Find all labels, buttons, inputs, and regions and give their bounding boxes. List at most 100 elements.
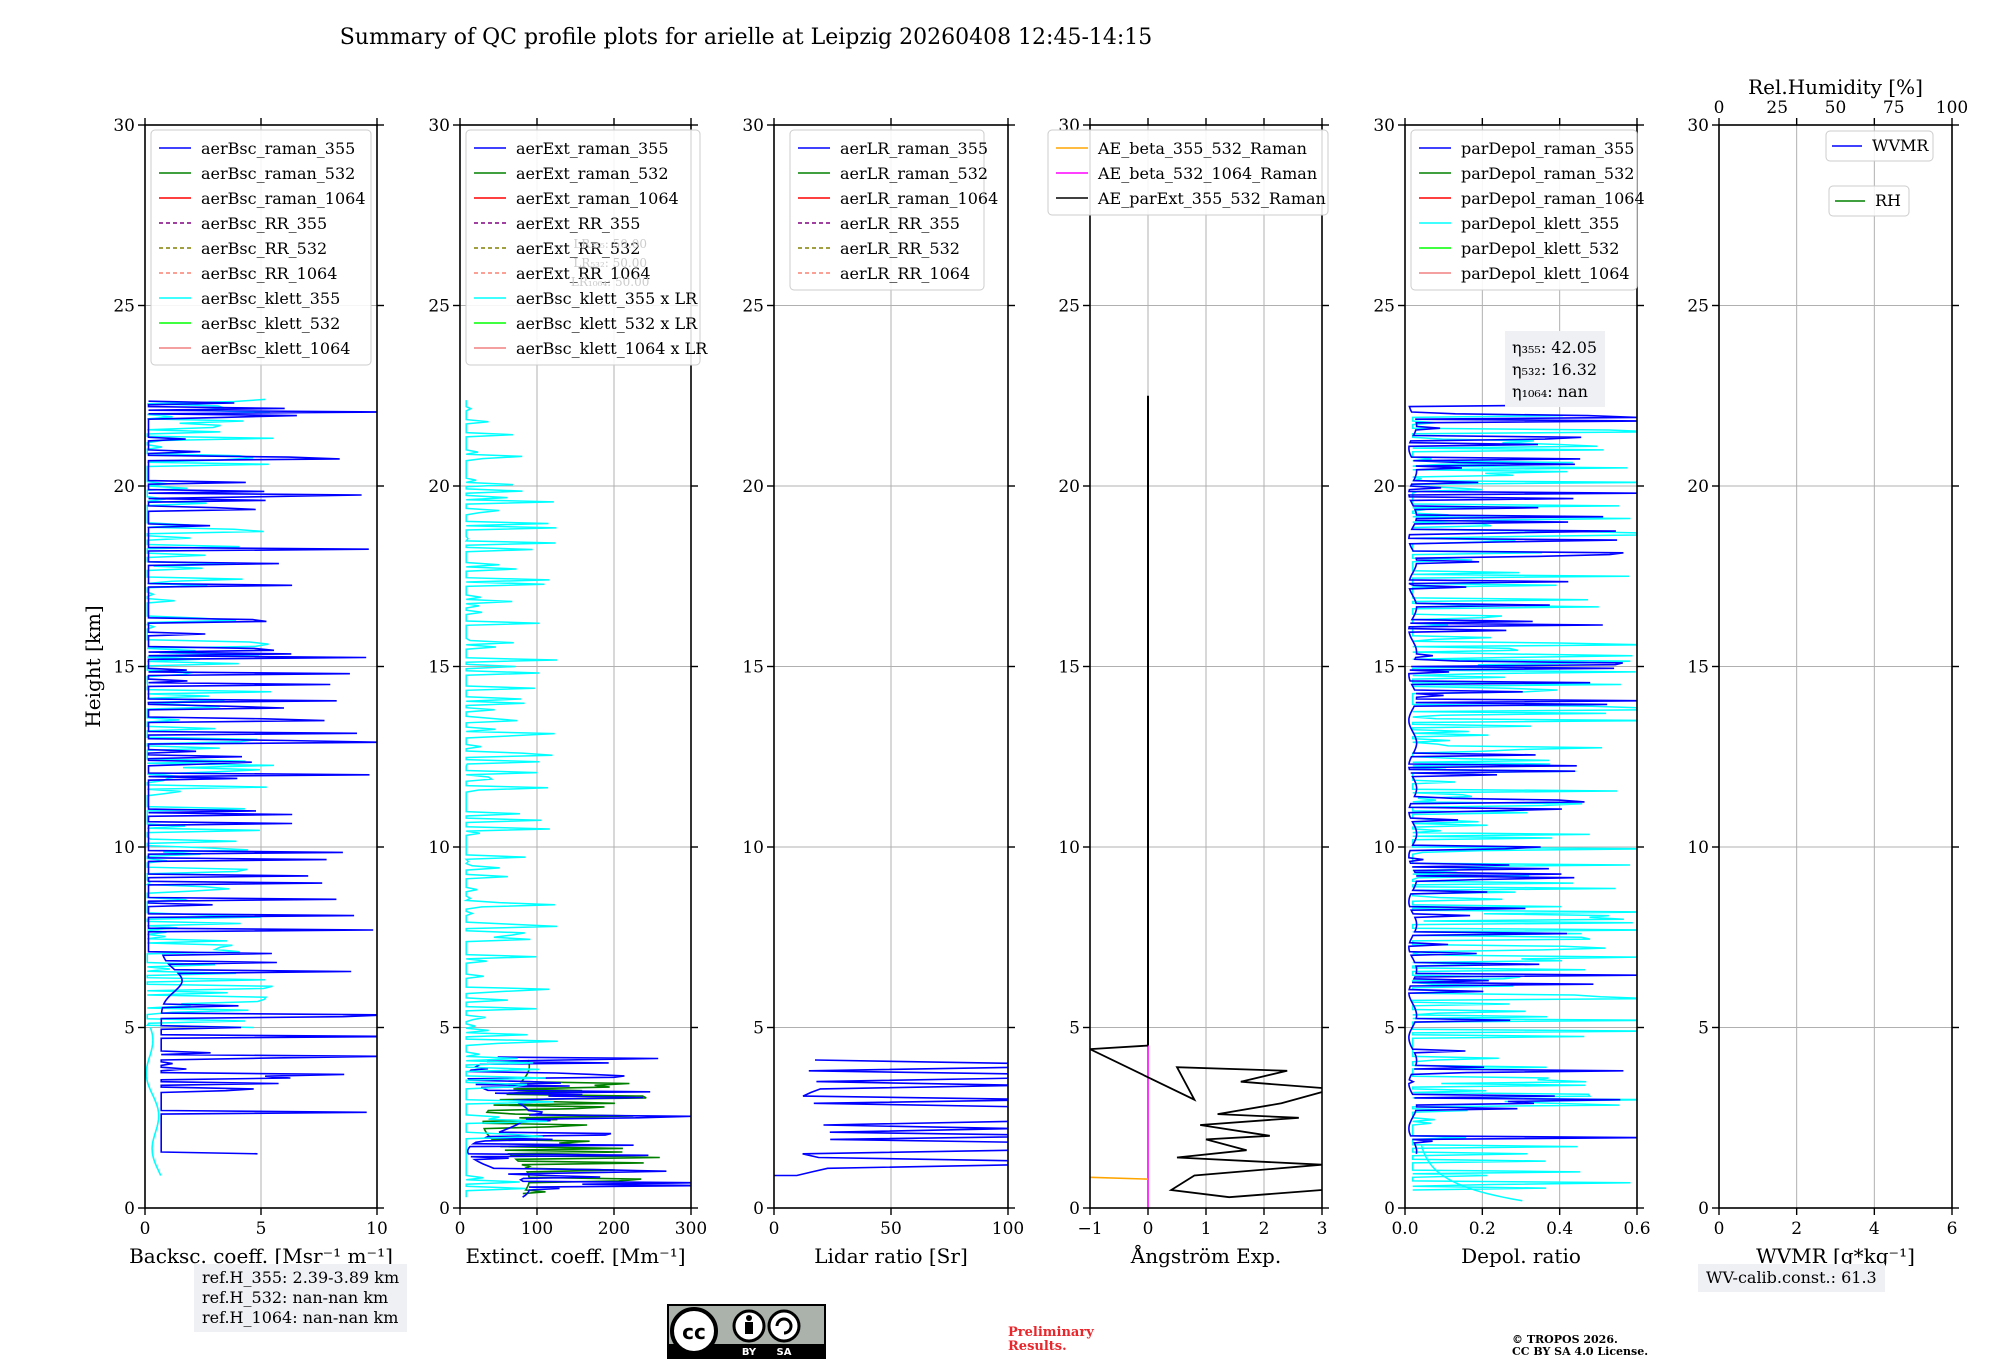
x-tick-label: 6 [1947, 1219, 1958, 1239]
legend-label: aerLR_RR_532 [840, 239, 960, 258]
x-tick-label: 0 [1714, 1219, 1725, 1239]
y-tick-label: 25 [1373, 297, 1395, 317]
y-tick-label: 15 [742, 658, 764, 678]
y-tick-label: 30 [1373, 116, 1395, 136]
eta-label: η₁₀₆₄: nan [1512, 382, 1588, 401]
eta-label: η₃₅₅: 42.05 [1512, 338, 1597, 357]
x-tick-label: 0.0 [1391, 1219, 1418, 1239]
y-tick-label: 15 [113, 658, 135, 678]
legend-box [1410, 129, 1638, 291]
legend-label: aerExt_RR_1064 [516, 264, 651, 283]
y-tick-label: 5 [1698, 1019, 1709, 1039]
legend-label: aerLR_raman_355 [840, 139, 988, 158]
ref-height-1064: ref.H_1064: nan-nan km [202, 1308, 399, 1327]
legend-label: parDepol_klett_532 [1461, 239, 1619, 258]
y-tick-label: 30 [1687, 116, 1709, 136]
legend-label: aerExt_raman_355 [516, 139, 669, 158]
legend-label: aerBsc_klett_355 [201, 289, 340, 308]
panel-dep: 0.0 0.2 0.4 0.6 0 5 10 15 20 25 30 Depol. ratio parD… [1373, 116, 1650, 1268]
x-axis-label: Depol. ratio [1461, 1244, 1581, 1268]
y-tick-label: 0 [1698, 1199, 1709, 1219]
legend: aerExt_raman_355 aerExt_raman_532 aerExt_r… [465, 129, 708, 366]
x-tick-label: 10 [366, 1219, 388, 1239]
copyright-line-1: © TROPOS 2026. [1512, 1333, 1618, 1346]
x-top-tick-label: 25 [1766, 98, 1788, 118]
legend: parDepol_raman_355 parDepol_raman_532 parD… [1410, 129, 1645, 291]
preliminary-line-1: Preliminary [1008, 1325, 1094, 1340]
y-tick-label: 5 [124, 1019, 135, 1039]
legend: aerLR_raman_355 aerLR_raman_532 aerLR_rama… [789, 129, 998, 291]
y-tick-label: 25 [742, 297, 764, 317]
wv-calib-box: WV-calib.const.: 61.3 [1698, 1264, 1885, 1292]
raman-355-bsc [147, 400, 377, 1155]
x-axis-label: Lidar ratio [Sr] [814, 1244, 968, 1268]
raman-355-lr [774, 1059, 1008, 1177]
series-group [463, 400, 691, 1198]
series-group [1407, 404, 1637, 1202]
legend-label: parDepol_klett_355 [1461, 214, 1619, 233]
x-tick-label: 100 [992, 1219, 1024, 1239]
y-tick-label: 15 [428, 658, 450, 678]
legend-label: AE_beta_355_532_Raman [1097, 139, 1307, 158]
legend-label: aerBsc_RR_355 [201, 214, 327, 233]
klett-355-bsc-low [145, 1027, 162, 1176]
legend-label: AE_beta_532_1064_Raman [1097, 164, 1317, 183]
y-tick-label: 5 [753, 1019, 764, 1039]
legend-label: aerLR_raman_1064 [840, 189, 998, 208]
x-tick-label: 200 [598, 1219, 630, 1239]
legend-label: AE_parExt_355_532_Raman [1097, 189, 1326, 208]
cc-by-label: BY [742, 1347, 757, 1358]
y-tick-label: 0 [753, 1199, 764, 1219]
raman-355-ext [466, 1056, 691, 1198]
y-tick-label: 5 [439, 1019, 450, 1039]
legend-box [1047, 129, 1329, 216]
cc-by-sa-logo: cc BY SA [667, 1304, 826, 1359]
y-tick-label: 20 [1373, 477, 1395, 497]
y-tick-label: 15 [1687, 658, 1709, 678]
legend-label: aerExt_raman_532 [516, 164, 669, 183]
legend-label: aerBsc_raman_532 [201, 164, 355, 183]
legend-label: aerLR_raman_532 [840, 164, 988, 183]
y-tick-label: 20 [113, 477, 135, 497]
klett-355-ext [463, 400, 558, 1198]
y-tick-label: 20 [742, 477, 764, 497]
y-tick-label: 20 [428, 477, 450, 497]
series-group [1090, 395, 1322, 1208]
x-axis-label: Ångström Exp. [1130, 1243, 1281, 1268]
y-tick-label: 10 [1687, 838, 1709, 858]
x-tick-label: 100 [521, 1219, 553, 1239]
legend-label: aerBsc_raman_1064 [201, 189, 366, 208]
copyright-note: © TROPOS 2026. CC BY SA 4.0 License. [1512, 1334, 1648, 1358]
legend-label: aerBsc_klett_1064 x LR [516, 339, 708, 358]
wv-calib-text: WV-calib.const.: 61.3 [1706, 1268, 1877, 1287]
x-tick-label: 5 [256, 1219, 267, 1239]
x-axis-label: Extinct. coeff. [Mm⁻¹] [465, 1244, 685, 1268]
cc-icon: cc [682, 1320, 706, 1344]
legend-box [1825, 130, 1934, 162]
x-tick-label: −1 [1077, 1219, 1102, 1239]
y-tick-label: 25 [428, 297, 450, 317]
ref-height-532: ref.H_532: nan-nan km [202, 1288, 389, 1307]
panel-lr: 0 50 100 0 5 10 15 20 25 30 Lidar ratio [Sr] aerLR_… [742, 116, 1024, 1268]
y-tick-label: 15 [1373, 658, 1395, 678]
x-tick-label: 0 [1143, 1219, 1154, 1239]
legend-box [150, 129, 372, 366]
legend-label: aerExt_RR_355 [516, 214, 640, 233]
x-tick-label: 4 [1869, 1219, 1880, 1239]
preliminary-results-note: Preliminary Results. [1008, 1326, 1094, 1354]
lr-annotation: LR₁₀₆₄: 50.00 [571, 275, 649, 289]
x-tick-label: 0 [769, 1219, 780, 1239]
y-tick-label: 0 [439, 1199, 450, 1219]
y-tick-label: 10 [428, 838, 450, 858]
y-tick-label: 0 [124, 1199, 135, 1219]
legend-label: aerBsc_klett_355 x LR [516, 289, 698, 308]
y-tick-label: 30 [428, 116, 450, 136]
legend-label: aerLR_RR_1064 [840, 264, 970, 283]
ref-height-box: ref.H_355: 2.39-3.89 km ref.H_532: nan-n… [194, 1264, 408, 1332]
ref-height-355: ref.H_355: 2.39-3.89 km [202, 1268, 400, 1287]
legend-label: aerExt_RR_532 [516, 239, 640, 258]
